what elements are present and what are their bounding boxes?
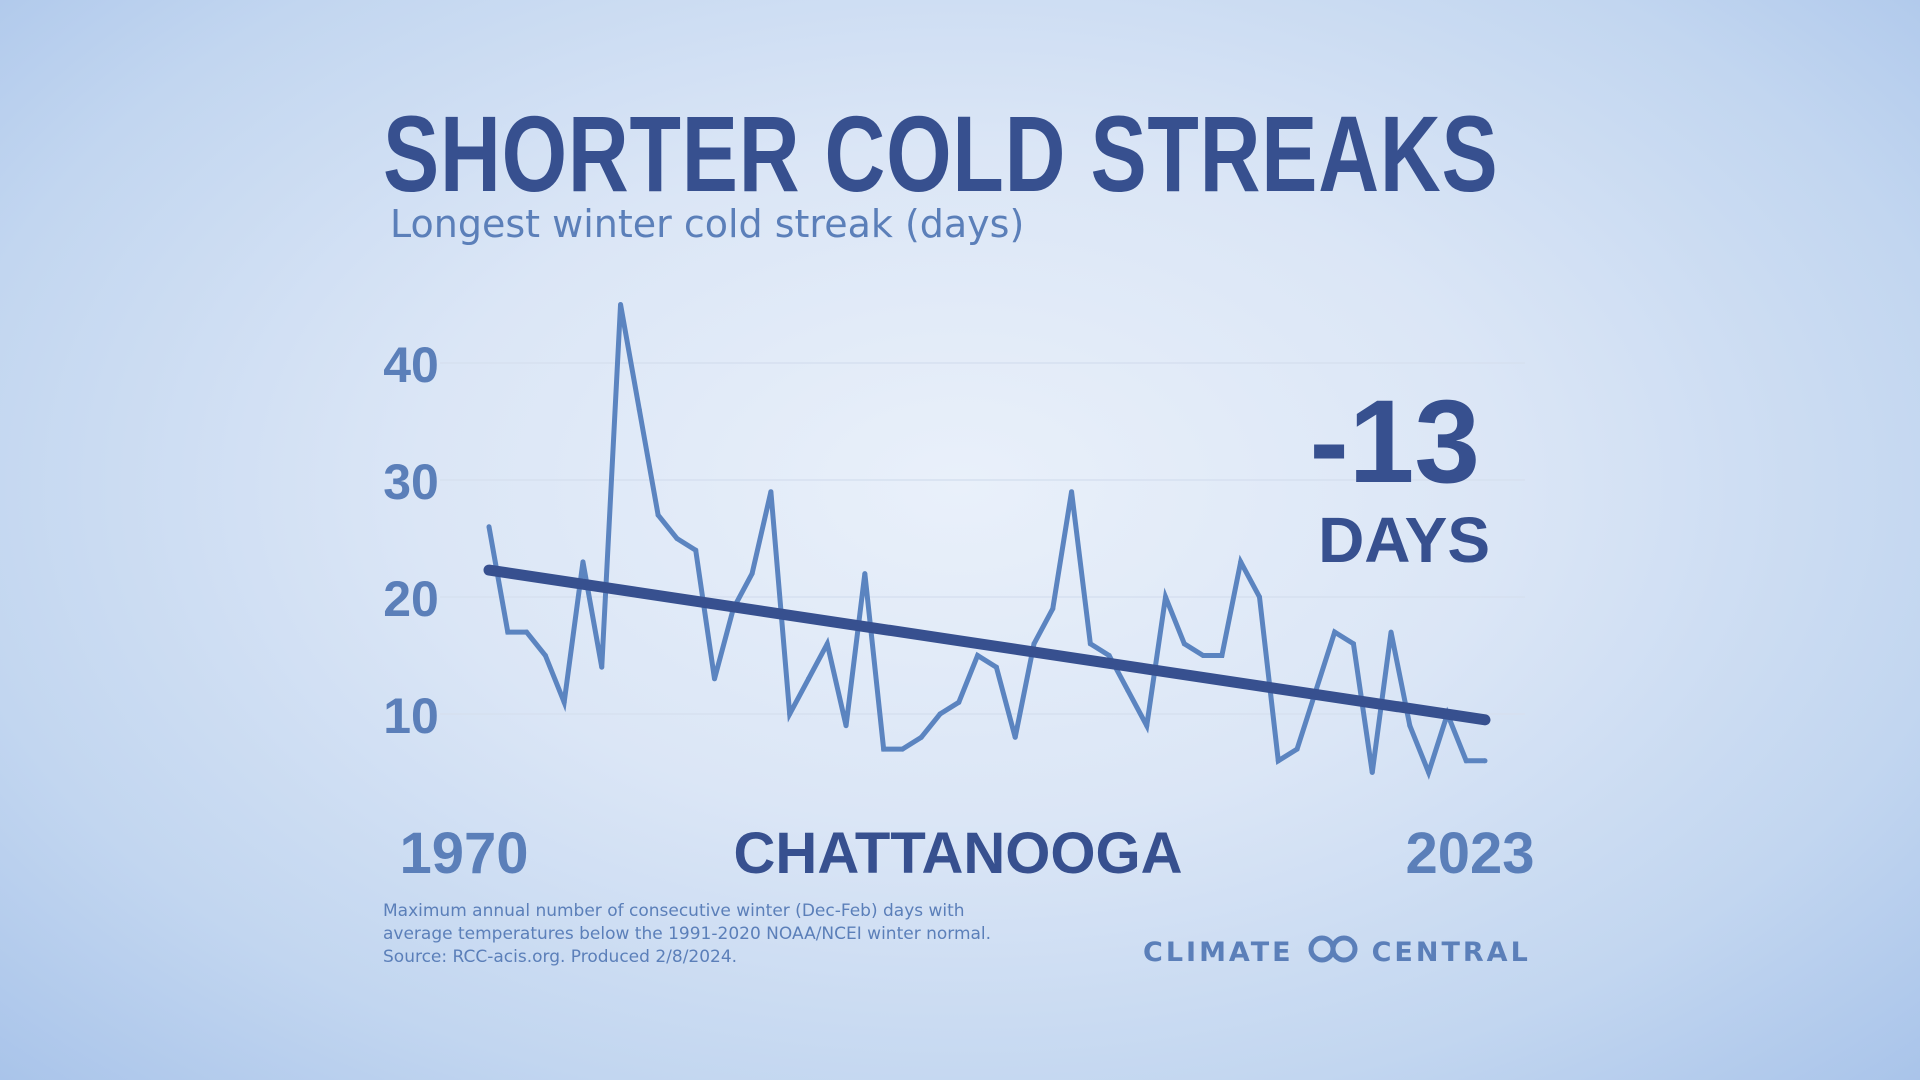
data-point: [1388, 629, 1394, 635]
data-point: [1332, 629, 1338, 635]
data-point: [1163, 594, 1169, 600]
data-point: [693, 547, 699, 553]
data-point: [580, 559, 586, 565]
logo-text-right: CENTRAL: [1371, 936, 1531, 968]
data-point: [1426, 770, 1432, 775]
series-layer: [486, 302, 1488, 780]
data-point: [1181, 641, 1187, 647]
data-point: [862, 571, 868, 577]
data-point: [937, 711, 943, 717]
x-axis-start-label: 1970: [399, 821, 528, 886]
data-point: [524, 629, 530, 635]
data-point: [1200, 653, 1206, 658]
data-point: [1069, 489, 1075, 495]
data-point: [956, 699, 962, 705]
data-point: [1012, 734, 1018, 740]
data-point: [1256, 594, 1262, 600]
data-point: [918, 734, 924, 740]
data-point: [505, 629, 511, 635]
y-tick-label: 10: [383, 688, 439, 744]
data-point: [1350, 641, 1356, 647]
data-point: [636, 407, 642, 413]
data-point: [561, 699, 567, 705]
footnote-line-2: average temperatures below the 1991-2020…: [383, 924, 992, 944]
data-point: [1106, 653, 1112, 658]
y-axis-ticks: 40 30 20 10: [383, 337, 439, 744]
data-point: [1482, 758, 1488, 764]
logo-text-left: CLIMATE: [1143, 936, 1294, 968]
data-point: [843, 723, 849, 729]
data-point: [824, 641, 830, 647]
chart-subtitle: Longest winter cold streak (days): [390, 202, 1025, 246]
climate-central-logo: CLIMATE CENTRAL: [1143, 932, 1531, 972]
y-tick-label: 40: [383, 337, 439, 393]
data-point: [1369, 770, 1375, 775]
data-point: [1275, 758, 1281, 764]
data-point: [993, 664, 999, 670]
x-axis-end-label: 2023: [1405, 821, 1534, 886]
data-point: [599, 664, 605, 670]
footnote-line-3: Source: RCC-acis.org. Produced 2/8/2024.: [383, 947, 738, 967]
data-point: [1238, 559, 1244, 565]
data-point: [1087, 641, 1093, 647]
location-label: CHATTANOOGA: [734, 821, 1183, 886]
data-point: [1144, 723, 1150, 729]
data-point: [1050, 606, 1056, 612]
change-callout-value: -13: [1309, 376, 1480, 508]
data-point: [655, 512, 661, 518]
data-point: [805, 676, 811, 682]
data-point: [768, 489, 774, 495]
data-point: [787, 711, 793, 717]
chart-title: SHORTER COLD STREAKS: [383, 93, 1499, 214]
data-point: [881, 746, 887, 752]
climate-central-rings-icon: [1304, 934, 1362, 971]
trend-layer: [483, 564, 1491, 726]
data-point: [899, 746, 905, 752]
data-point: [1219, 653, 1225, 658]
data-point: [1407, 723, 1413, 729]
data-point: [618, 302, 624, 307]
data-point: [712, 676, 718, 682]
y-tick-label: 30: [383, 454, 439, 510]
data-point: [542, 653, 548, 658]
change-callout-unit: DAYS: [1318, 504, 1490, 576]
y-tick-label: 20: [383, 571, 439, 627]
data-point: [674, 536, 680, 541]
data-point: [1125, 688, 1131, 694]
gridlines: [440, 362, 1525, 715]
cold-streak-series-line: [486, 304, 1485, 780]
data-point: [975, 653, 981, 658]
data-point: [1294, 746, 1300, 752]
data-point: [1463, 758, 1469, 764]
data-point: [749, 571, 755, 577]
data-point: [1031, 641, 1037, 647]
trend-line: [483, 564, 1491, 726]
footnote-line-1: Maximum annual number of consecutive win…: [383, 901, 965, 921]
data-point: [486, 524, 492, 530]
footnote: Maximum annual number of consecutive win…: [383, 900, 1083, 969]
